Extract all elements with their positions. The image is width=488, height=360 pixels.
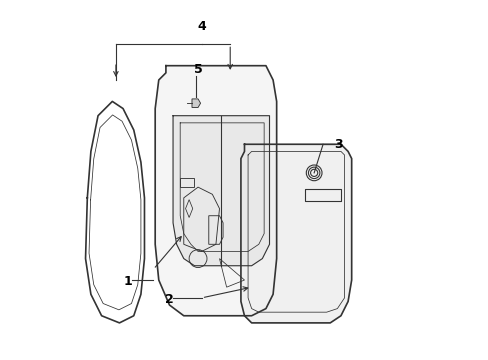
Bar — [305, 189, 340, 202]
Text: 5: 5 — [193, 63, 202, 76]
Text: 2: 2 — [165, 293, 174, 306]
Polygon shape — [241, 144, 351, 323]
Polygon shape — [173, 116, 269, 266]
Bar — [180, 178, 194, 187]
Text: 4: 4 — [197, 20, 205, 33]
Polygon shape — [155, 66, 276, 316]
Polygon shape — [192, 99, 200, 108]
Text: 3: 3 — [333, 138, 342, 151]
Text: 1: 1 — [124, 275, 133, 288]
